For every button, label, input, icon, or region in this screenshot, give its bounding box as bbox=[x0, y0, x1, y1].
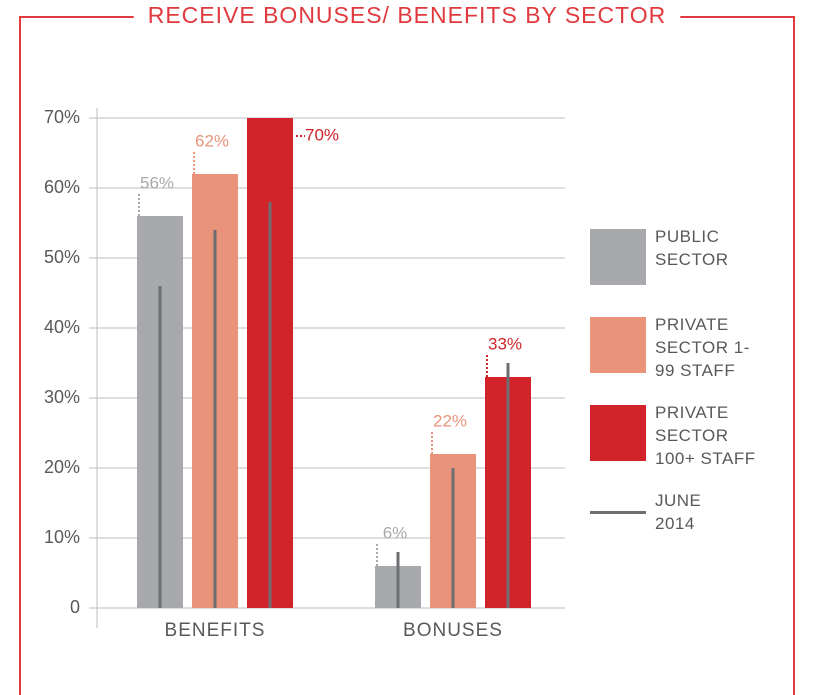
value-label: 33% bbox=[488, 334, 522, 353]
value-label: 22% bbox=[433, 411, 467, 430]
chart-title: RECEIVE BONUSES/ BENEFITS BY SECTOR bbox=[148, 2, 667, 28]
legend-label: PRIVATE SECTOR 1-99 STAFF bbox=[655, 315, 750, 380]
frame bbox=[19, 16, 795, 695]
y-tick-label: 50% bbox=[44, 247, 80, 267]
x-tick-label: BENEFITS bbox=[165, 620, 266, 641]
legend-swatch bbox=[590, 405, 646, 461]
legend-swatch bbox=[590, 317, 646, 373]
y-tick-label: 0 bbox=[70, 597, 80, 617]
y-tick-label: 30% bbox=[44, 387, 80, 407]
value-label: 6% bbox=[383, 523, 408, 542]
y-tick-label: 70% bbox=[44, 107, 80, 127]
y-tick-label: 40% bbox=[44, 317, 80, 337]
legend-label: PUBLIC SECTOR bbox=[655, 227, 729, 269]
y-tick-label: 60% bbox=[44, 177, 80, 197]
legend-swatch bbox=[590, 511, 646, 514]
y-tick-label: 20% bbox=[44, 457, 80, 477]
x-tick-label: BONUSES bbox=[403, 620, 503, 641]
value-label: 56% bbox=[140, 173, 174, 192]
value-label: 62% bbox=[195, 131, 229, 150]
y-tick-label: 10% bbox=[44, 527, 80, 547]
legend-label: PRIVATE SECTOR 100+ STAFF bbox=[655, 403, 756, 468]
legend-label: JUNE 2014 bbox=[655, 491, 702, 533]
legend-swatch bbox=[590, 229, 646, 285]
value-label: 70% bbox=[305, 125, 339, 144]
